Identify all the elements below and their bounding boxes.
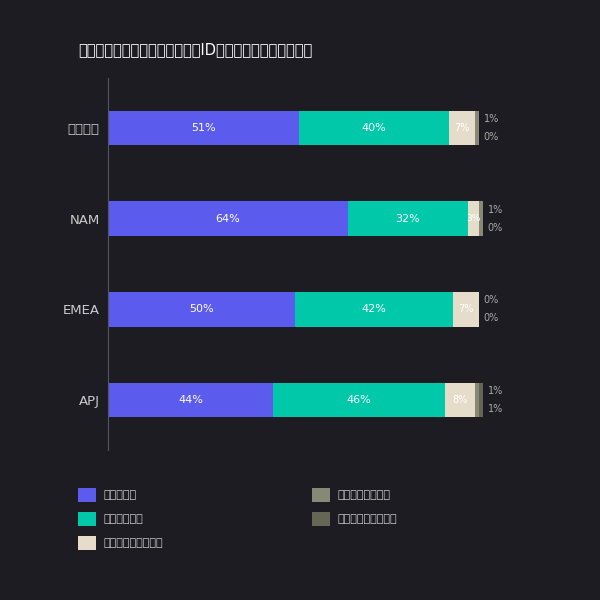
Text: ゼロトラスト戦略全体におけるIDの重要性はどの程度か？: ゼロトラスト戦略全体におけるIDの重要性はどの程度か？ xyxy=(78,42,312,57)
Text: 40%: 40% xyxy=(362,123,386,133)
Text: どちらとも言えない: どちらとも言えない xyxy=(104,538,163,548)
Bar xyxy=(108,202,348,236)
Text: 8%: 8% xyxy=(453,395,468,405)
Text: 非常に重要: 非常に重要 xyxy=(104,490,137,500)
Bar xyxy=(475,110,479,145)
Text: 0%: 0% xyxy=(484,132,499,142)
Text: 0%: 0% xyxy=(484,313,499,323)
Text: 7%: 7% xyxy=(458,304,474,314)
Bar xyxy=(475,383,479,418)
Bar xyxy=(108,110,299,145)
Text: ある程度重要: ある程度重要 xyxy=(104,514,143,524)
Bar xyxy=(468,202,479,236)
Bar xyxy=(348,202,468,236)
Bar xyxy=(479,202,483,236)
Bar xyxy=(445,383,475,418)
Text: 44%: 44% xyxy=(178,395,203,405)
Text: 1%: 1% xyxy=(487,205,503,215)
Bar xyxy=(449,110,475,145)
Bar xyxy=(108,292,295,326)
Text: 1%: 1% xyxy=(487,386,503,396)
Bar xyxy=(479,383,483,418)
Text: 7%: 7% xyxy=(455,123,470,133)
Text: 64%: 64% xyxy=(215,214,241,224)
Bar xyxy=(273,383,445,418)
Bar xyxy=(299,110,449,145)
Text: 3%: 3% xyxy=(466,214,481,223)
Text: 0%: 0% xyxy=(487,223,503,233)
Text: 51%: 51% xyxy=(191,123,216,133)
Text: 42%: 42% xyxy=(362,304,386,314)
Text: 0%: 0% xyxy=(484,295,499,305)
Bar xyxy=(108,383,273,418)
Bar xyxy=(295,292,453,326)
Text: 1%: 1% xyxy=(484,114,499,124)
Text: 32%: 32% xyxy=(395,214,421,224)
Text: あまり重要でない: あまり重要でない xyxy=(338,490,391,500)
Text: 1%: 1% xyxy=(487,404,503,414)
Text: まったく重要でない: まったく重要でない xyxy=(338,514,397,524)
Text: 50%: 50% xyxy=(190,304,214,314)
Bar xyxy=(453,292,479,326)
Text: 46%: 46% xyxy=(347,395,371,405)
